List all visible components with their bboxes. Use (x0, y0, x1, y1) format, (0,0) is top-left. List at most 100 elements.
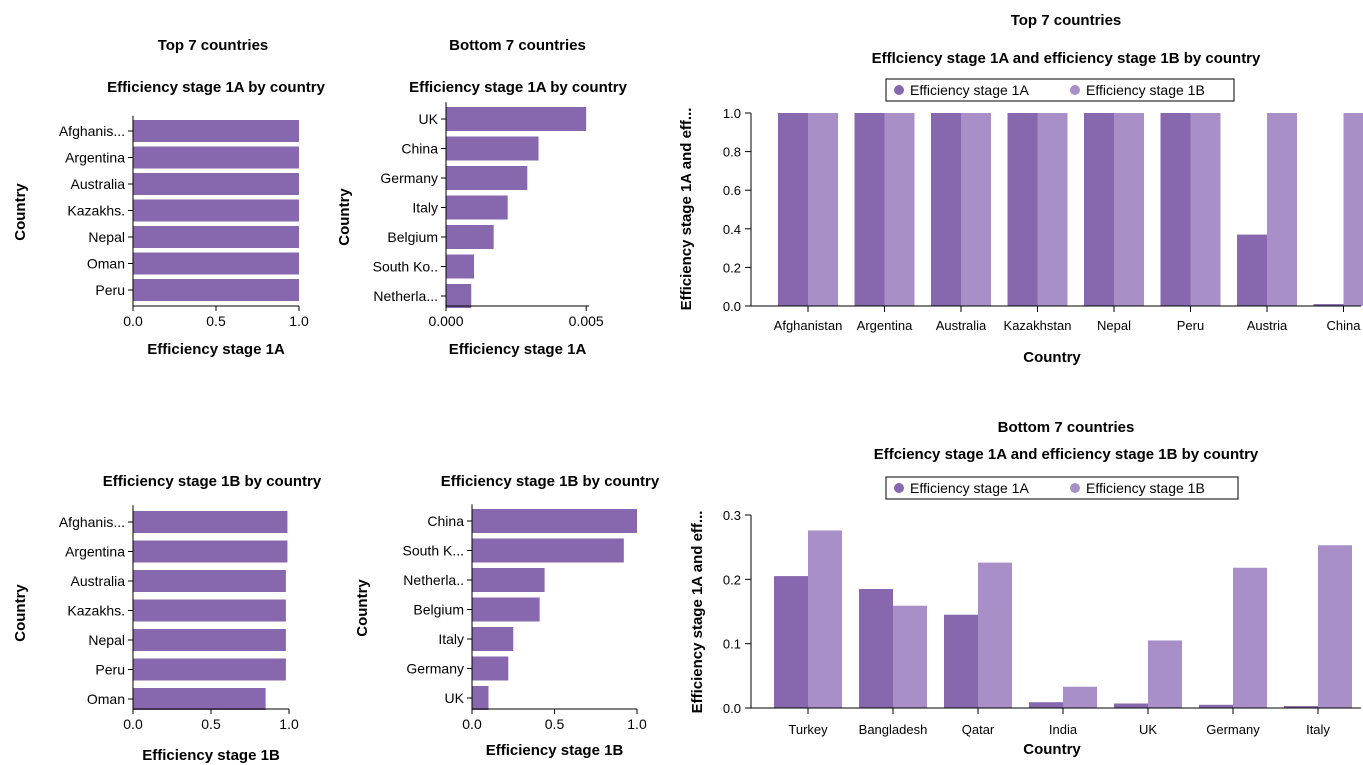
legend-marker (894, 483, 904, 493)
bar-stage-1a (1084, 113, 1114, 306)
x-tick-label: Italy (1306, 722, 1330, 737)
bar (446, 166, 528, 190)
x-axis-title: Efficiency stage 1B (486, 742, 624, 759)
y-tick-label: Australia (71, 176, 126, 192)
y-tick-label: 1.0 (723, 106, 741, 121)
bar-stage-1a (774, 576, 808, 708)
y-axis-title: Country (336, 188, 353, 246)
y-tick-label: China (401, 141, 438, 157)
y-tick-label: Belgium (413, 602, 464, 618)
y-axis-title: Efficiency stage 1A and eff... (689, 511, 706, 714)
bar (133, 173, 299, 195)
bar-stage-1b (1114, 113, 1144, 306)
bar-stage-1b (884, 113, 915, 306)
x-tick-label: India (1049, 722, 1078, 737)
bar-stage-1b (1190, 113, 1221, 306)
bar-stage-1b (808, 530, 842, 708)
bar (446, 136, 539, 161)
y-tick-label: Afghanis... (59, 123, 125, 139)
y-tick-label: Italy (412, 200, 438, 216)
y-tick-label: Peru (95, 662, 125, 678)
y-tick-label: 0.0 (723, 299, 741, 314)
chart-header: Top 7 countries (158, 37, 269, 54)
y-tick-label: Oman (87, 256, 125, 272)
bar-stage-1a (944, 614, 978, 708)
bar-stage-1a (1029, 702, 1063, 708)
x-tick-label: 1.0 (279, 716, 299, 732)
y-tick-label: UK (445, 690, 465, 706)
y-tick-label: Nepal (88, 632, 125, 648)
x-tick-label: 0.0 (462, 716, 482, 732)
bar (472, 627, 514, 651)
bar (133, 120, 299, 142)
y-axis-title: Country (12, 183, 29, 241)
bar-stage-1b (961, 113, 991, 306)
x-tick-label: Australia (936, 318, 987, 333)
bar (133, 226, 299, 248)
y-tick-label: 0.2 (723, 572, 741, 587)
bar-stage-1a (931, 113, 961, 306)
y-tick-label: Germany (406, 661, 464, 677)
x-axis-title: Country (1023, 741, 1081, 758)
bar (472, 686, 489, 710)
bar (446, 195, 508, 220)
bar (133, 599, 286, 622)
x-tick-label: China (1327, 318, 1362, 333)
bar-stage-1b (1148, 640, 1182, 708)
legend-box (885, 78, 1235, 102)
legend-marker (894, 85, 904, 95)
bar-stage-1a (1007, 113, 1038, 306)
y-tick-label: South K... (403, 543, 464, 559)
x-tick-label: UK (1139, 722, 1157, 737)
bar (133, 629, 286, 651)
x-axis-title: Efficiency stage 1A (449, 341, 587, 358)
chart-title: Efficiency stage 1B by country (441, 473, 660, 490)
x-tick-label: 0.5 (206, 313, 226, 329)
y-tick-label: Australia (71, 573, 126, 589)
y-tick-label: 0.2 (723, 260, 741, 275)
bar-stage-1b (1343, 113, 1363, 306)
legend-box (885, 476, 1239, 500)
x-tick-label: 0.5 (545, 716, 565, 732)
bar (472, 538, 624, 563)
x-axis-title: Country (1023, 349, 1081, 366)
bar (133, 540, 288, 563)
y-tick-label: Kazakhs. (67, 603, 125, 619)
bar-stage-1a (859, 588, 893, 708)
bar-stage-1b (1267, 113, 1297, 306)
x-tick-label: Kazakhstan (1004, 318, 1072, 333)
x-tick-label: 1.0 (289, 313, 309, 329)
bar-stage-1b (893, 605, 927, 708)
bar (472, 597, 540, 622)
y-tick-label: 0.3 (723, 508, 741, 523)
bar (446, 225, 494, 249)
chart-header: Bottom 7 countries (998, 419, 1135, 436)
x-tick-label: Turkey (788, 722, 828, 737)
chart-header: Top 7 countries (1011, 12, 1122, 29)
chart-title: Efficiency stage 1A by country (107, 79, 326, 96)
y-tick-label: Italy (438, 631, 464, 647)
bar-stage-1b (1063, 686, 1097, 708)
bar (133, 511, 288, 533)
x-tick-label: Bangladesh (859, 722, 928, 737)
bar-stage-1a (1284, 706, 1318, 708)
x-tick-label: 0.5 (201, 716, 221, 732)
y-axis-title: Efficiency stage 1A and eff... (678, 108, 695, 311)
bar-stage-1b (1233, 567, 1267, 708)
chart-header: Bottom 7 countries (449, 37, 586, 54)
bar-stage-1b (1318, 545, 1352, 708)
bar-stage-1a (1114, 703, 1148, 708)
legend-label: Efficiency stage 1A (910, 82, 1029, 98)
y-tick-label: China (427, 513, 464, 529)
y-tick-label: Netherla.. (403, 572, 464, 588)
legend-marker (1070, 85, 1080, 95)
y-tick-label: Afghanis... (59, 514, 125, 530)
x-tick-label: Qatar (962, 722, 995, 737)
bar (472, 656, 509, 681)
y-tick-label: Oman (87, 691, 125, 707)
x-tick-label: Afghanistan (774, 318, 843, 333)
y-axis-title: Country (354, 579, 371, 637)
bar (446, 284, 472, 308)
legend-label: Efficiency stage 1B (1086, 480, 1205, 496)
bar (133, 658, 286, 681)
